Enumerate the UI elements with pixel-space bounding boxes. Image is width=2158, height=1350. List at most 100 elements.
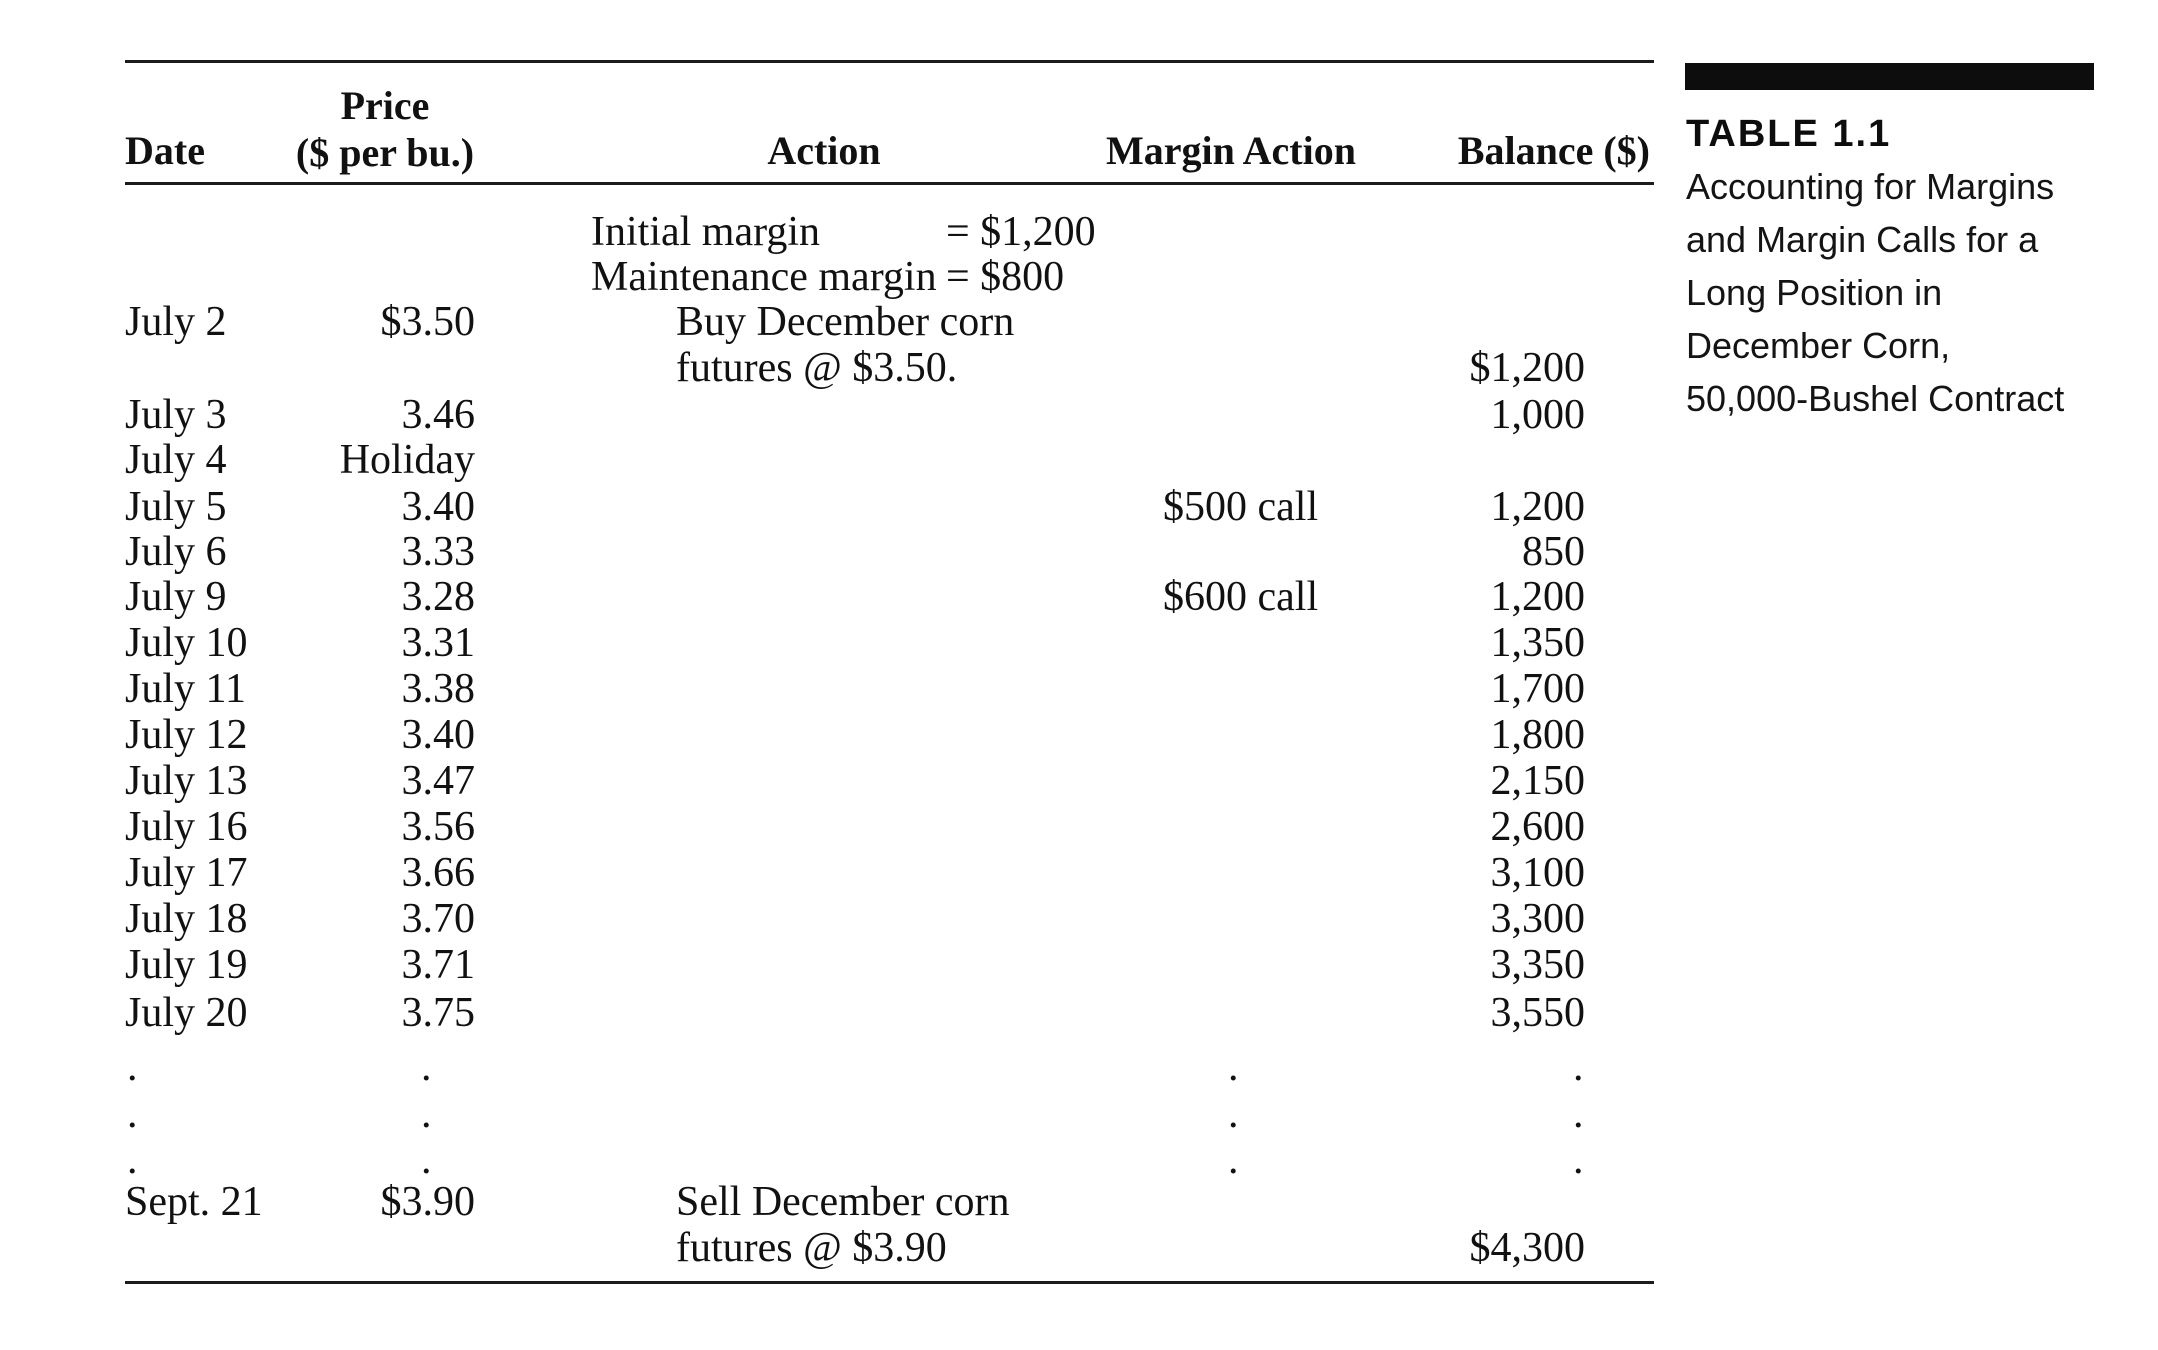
balance-cell: 2,600 (1490, 804, 1586, 850)
table-caption-line: Accounting for Margins (1686, 166, 2055, 207)
column-header-date: Date (125, 128, 205, 173)
price-cell: $3.90 (380, 1179, 476, 1225)
continuation-dots-row: .... (125, 1044, 1654, 1093)
action-cell: Buy December corn (676, 299, 1015, 345)
price-cell: 3.70 (401, 896, 476, 942)
table-row: July 19 3.71 3,350 (125, 942, 1654, 988)
margin-definition-value: = $800 (946, 254, 1065, 300)
price-cell: 3.40 (401, 712, 476, 758)
price-cell: 3.31 (401, 620, 476, 666)
balance-cell: 3,100 (1490, 850, 1586, 896)
date-cell: July 5 (125, 484, 227, 530)
table-caption-line: Long Position in (1686, 272, 1943, 313)
column-header-balance: Balance ($) (1457, 128, 1650, 173)
price-cell: 3.33 (401, 529, 476, 575)
price-cell: 3.75 (401, 990, 476, 1036)
table-number-label: TABLE 1.1 (1686, 113, 1892, 155)
action-cell: Sell December corn (676, 1179, 1010, 1225)
table-row: Initial margin = $1,200 (125, 209, 1654, 255)
table-row: July 10 3.31 1,350 (125, 620, 1654, 666)
continuation-dot: . (127, 1137, 138, 1183)
date-cell: July 11 (125, 666, 246, 712)
table-row: July 6 3.33 850 (125, 529, 1654, 575)
balance-cell: 3,350 (1490, 942, 1586, 988)
date-cell: July 9 (125, 574, 227, 620)
continuation-dot: . (1573, 1137, 1584, 1183)
price-cell: 3.47 (401, 758, 476, 804)
table-row: Maintenance margin = $800 (125, 254, 1654, 300)
price-cell: 3.66 (401, 850, 476, 896)
date-cell: July 12 (125, 712, 248, 758)
table-row: July 13 3.47 2,150 (125, 758, 1654, 804)
table-top-rule (125, 60, 1654, 63)
price-cell: 3.56 (401, 804, 476, 850)
table-row: futures @ $3.50. $1,200 (125, 345, 1654, 391)
margin-definition-label: Initial margin (591, 209, 821, 255)
column-header-price-line1: Price (340, 83, 430, 128)
continuation-dot: . (1228, 1044, 1239, 1090)
price-cell: $3.50 (380, 299, 476, 345)
balance-cell: 1,000 (1490, 392, 1586, 438)
continuation-dot: . (421, 1044, 432, 1090)
price-cell: Holiday (339, 437, 475, 483)
table-row: July 18 3.70 3,300 (125, 896, 1654, 942)
balance-cell: 1,200 (1490, 484, 1586, 530)
continuation-dot: . (127, 1044, 138, 1090)
date-cell: July 6 (125, 529, 227, 575)
table-caption-line: 50,000-Bushel Contract (1686, 378, 2065, 419)
date-cell: July 13 (125, 758, 248, 804)
date-cell: July 4 (125, 437, 227, 483)
price-cell: 3.28 (401, 574, 476, 620)
margin-definition-value: = $1,200 (946, 209, 1096, 255)
continuation-dot: . (1573, 1091, 1584, 1137)
margin-definition-cell: Initial margin = $1,200 (591, 209, 1096, 255)
action-cell: futures @ $3.90 (676, 1225, 947, 1271)
table-row: July 20 3.75 3,550 (125, 990, 1654, 1036)
margin-action-cell: $600 call (1163, 574, 1319, 620)
table-row: July 2 $3.50 Buy December corn (125, 299, 1654, 345)
balance-cell: 850 (1522, 529, 1585, 575)
price-cell: 3.71 (401, 942, 476, 988)
action-cell: futures @ $3.50. (676, 345, 958, 391)
table-row: July 9 3.28 $600 call 1,200 (125, 574, 1654, 620)
date-cell: July 19 (125, 942, 248, 988)
table-bottom-rule (125, 1281, 1654, 1284)
continuation-dot: . (1228, 1091, 1239, 1137)
balance-cell: 2,150 (1490, 758, 1586, 804)
table-row: July 12 3.40 1,800 (125, 712, 1654, 758)
column-header-margin-action: Margin Action (1106, 128, 1356, 173)
balance-cell: 3,300 (1490, 896, 1586, 942)
table-caption-line: December Corn, (1686, 325, 1951, 366)
price-cell: 3.40 (401, 484, 476, 530)
balance-cell: 1,700 (1490, 666, 1586, 712)
table-caption: Accounting for Margins and Margin Calls f… (1686, 160, 2146, 425)
date-cell: July 16 (125, 804, 248, 850)
balance-cell: 3,550 (1490, 990, 1586, 1036)
table-row: Sept. 21 $3.90 Sell December corn (125, 1179, 1654, 1225)
continuation-dots-row: .... (125, 1137, 1654, 1186)
balance-cell: $1,200 (1469, 345, 1586, 391)
date-cell: July 2 (125, 299, 227, 345)
continuation-dot: . (1573, 1044, 1584, 1090)
margin-definition-label: Maintenance margin (591, 254, 937, 300)
margin-definition-cell: Maintenance margin = $800 (591, 254, 1091, 300)
continuation-dots-row: .... (125, 1091, 1654, 1140)
caption-black-bar (1685, 63, 2094, 90)
date-cell: July 17 (125, 850, 248, 896)
date-cell: July 20 (125, 990, 248, 1036)
margin-action-cell: $500 call (1163, 484, 1319, 530)
table-row: July 11 3.38 1,700 (125, 666, 1654, 712)
table-row: futures @ $3.90 $4,300 (125, 1225, 1654, 1271)
continuation-dot: . (421, 1091, 432, 1137)
table-caption-line: and Margin Calls for a (1686, 219, 2039, 260)
column-header-action: Action (767, 128, 881, 173)
balance-cell: 1,800 (1490, 712, 1586, 758)
price-cell: 3.38 (401, 666, 476, 712)
date-cell: July 3 (125, 392, 227, 438)
date-cell: July 10 (125, 620, 248, 666)
continuation-dot: . (127, 1091, 138, 1137)
balance-cell: 1,350 (1490, 620, 1586, 666)
date-cell: Sept. 21 (125, 1179, 263, 1225)
price-cell: 3.46 (401, 392, 476, 438)
